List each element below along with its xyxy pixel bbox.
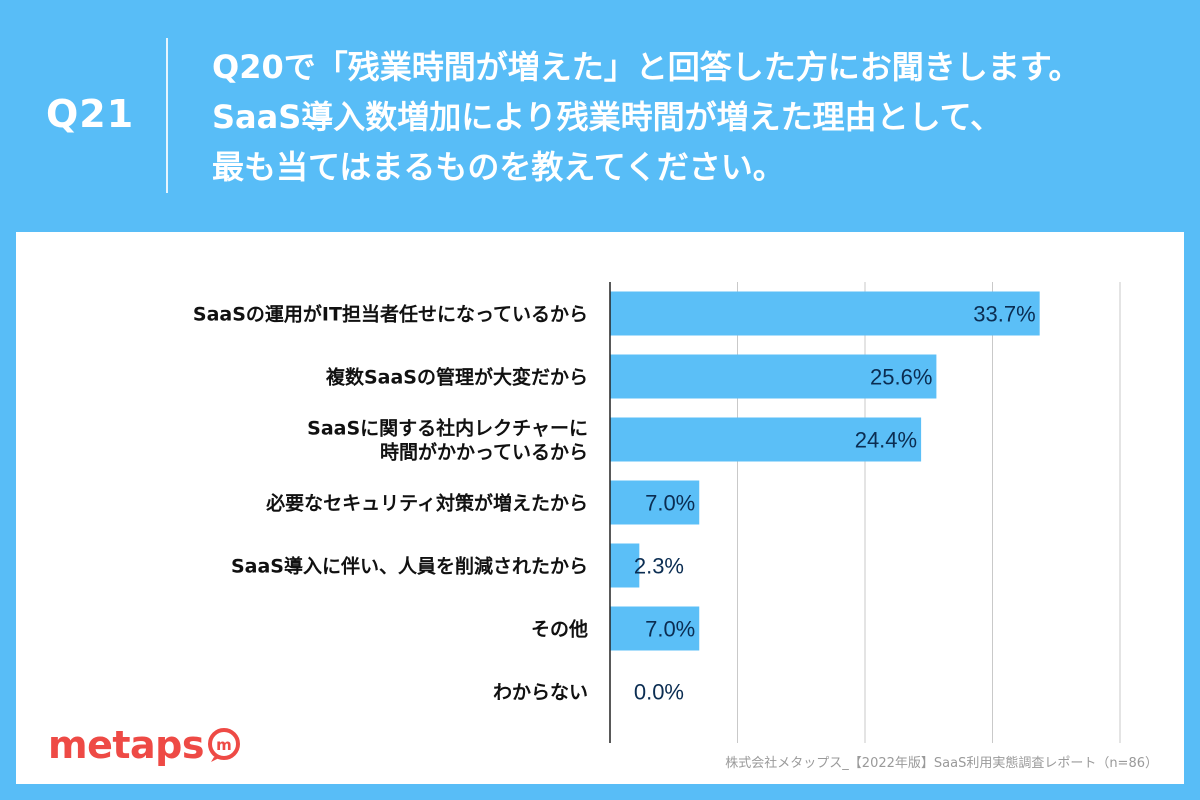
question-header: Q21 Q20で「残業時間が増えた」と回答した方にお聞きします。 SaaS導入数… [0,0,1200,232]
value-label: 24.4% [855,428,917,453]
value-label: 7.0% [645,617,695,642]
category-label: 時間がかかっているから [380,441,588,464]
logo-text: metaps [48,723,205,767]
category-label: 複数SaaSの管理が大変だから [325,366,588,389]
category-label: その他 [531,618,588,641]
category-label: SaaSの運用がIT担当者任せになっているから [193,303,588,326]
value-label: 7.0% [645,491,695,516]
chart-card: 33.7% SaaSの運用がIT担当者任せになっているから 25.6% 複数SaaSの… [16,232,1184,784]
question-number: Q21 [46,92,135,136]
bar [610,291,1040,336]
bar [610,354,937,399]
question-line: Q20で「残業時間が増えた」と回答した方にお聞きします。 [212,48,1081,86]
value-label: 25.6% [870,365,932,390]
header-divider [166,38,168,193]
logo-mark-icon: m [208,728,240,762]
category-label: 必要なセキュリティ対策が増えたから [265,492,588,515]
question-line: SaaS導入数増加により残業時間が増えた理由として、 [212,98,1003,136]
value-label: 2.3% [634,554,684,579]
bar [610,606,700,651]
metaps-logo: metaps m [48,723,242,767]
category-label: わからない [493,682,588,704]
question-text: Q20で「残業時間が増えた」と回答した方にお聞きします。 SaaS導入数増加によ… [212,42,1172,192]
svg-text:m: m [216,736,232,754]
category-label: SaaS導入に伴い、人員を削減されたから [231,555,588,578]
bar-chart: 33.7% SaaSの運用がIT担当者任せになっているから 25.6% 複数SaaSの… [193,282,1121,743]
category-label: SaaSに関する社内レクチャーに [307,417,588,440]
bar [610,480,700,525]
bar [610,543,640,588]
value-label: 0.0% [634,680,684,705]
question-line: 最も当てはまるものを教えてください。 [212,148,785,186]
bar [610,417,922,462]
value-label: 33.7% [973,302,1035,327]
source-note: 株式会社メタップス_【2022年版】SaaS利用実態調査レポート（n=86） [725,756,1158,771]
